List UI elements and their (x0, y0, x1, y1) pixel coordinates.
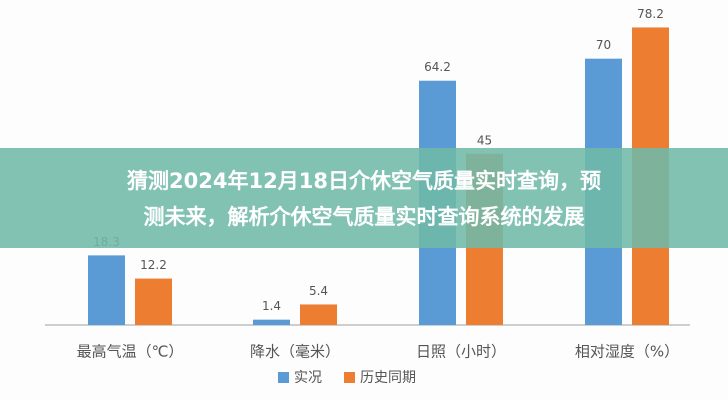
legend-label: 历史同期 (360, 370, 416, 386)
value-label: 12.2 (140, 258, 167, 272)
bar (88, 255, 125, 325)
banner-title: 猜测2024年12月18日介休空气质量实时查询，预 (126, 169, 601, 193)
x-tick-label: 最高气温（℃） (77, 343, 184, 361)
bar (300, 304, 337, 325)
value-label: 5.4 (309, 284, 328, 298)
bar (135, 278, 172, 325)
banner (0, 148, 728, 248)
value-label: 78.2 (637, 7, 664, 21)
bar (253, 319, 290, 325)
x-tick-label: 降水（毫米） (250, 343, 340, 361)
x-tick-label: 日照（小时） (416, 343, 506, 361)
banner-title: 测未来，解析介休空气质量实时查询系统的发展 (144, 205, 585, 229)
legend-swatch (278, 372, 289, 383)
x-tick-label: 相对湿度（%） (575, 343, 679, 361)
value-label: 64.2 (424, 60, 451, 74)
value-label: 1.4 (262, 299, 281, 313)
value-label: 70 (596, 38, 611, 52)
legend-label: 实况 (294, 370, 322, 386)
value-label: 45 (477, 133, 492, 147)
legend-swatch (344, 372, 355, 383)
